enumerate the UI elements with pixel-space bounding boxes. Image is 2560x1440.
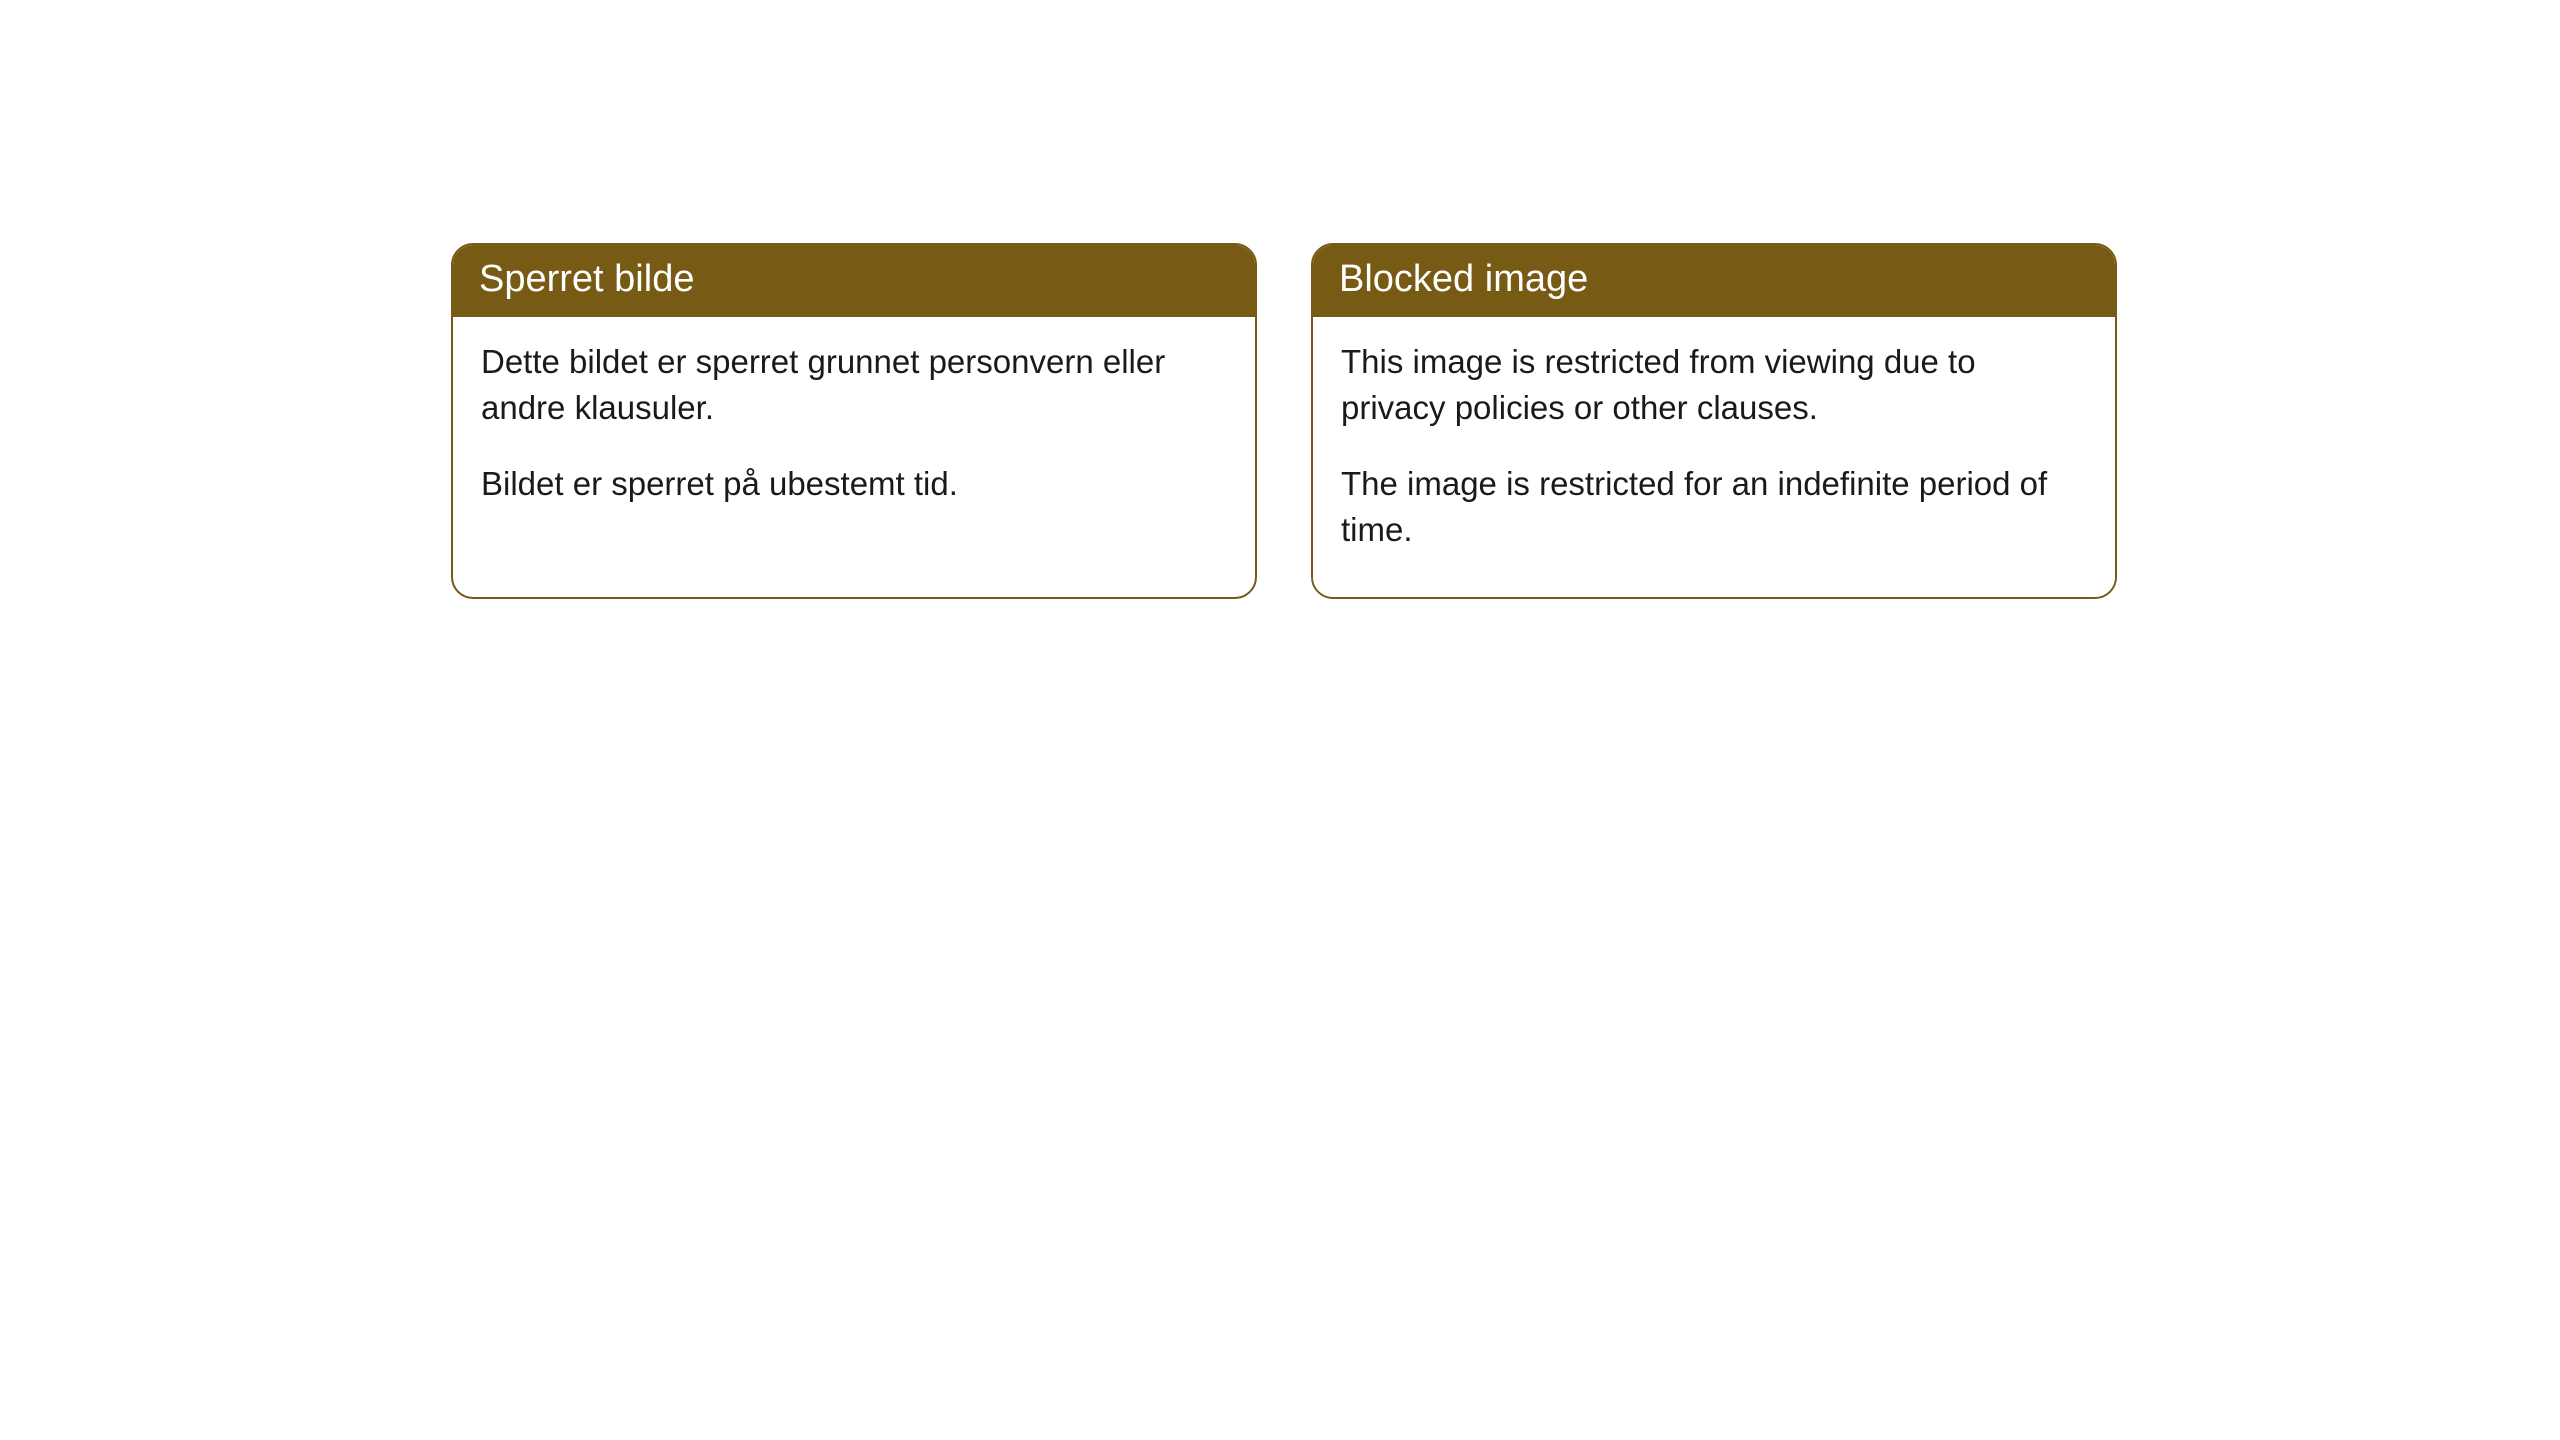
notice-container: Sperret bilde Dette bildet er sperret gr…	[451, 243, 2117, 599]
notice-paragraph: Dette bildet er sperret grunnet personve…	[481, 339, 1227, 431]
card-header: Sperret bilde	[453, 245, 1255, 317]
card-body: Dette bildet er sperret grunnet personve…	[453, 317, 1255, 552]
card-body: This image is restricted from viewing du…	[1313, 317, 2115, 598]
notice-paragraph: Bildet er sperret på ubestemt tid.	[481, 461, 1227, 507]
card-header: Blocked image	[1313, 245, 2115, 317]
notice-paragraph: This image is restricted from viewing du…	[1341, 339, 2087, 431]
notice-paragraph: The image is restricted for an indefinit…	[1341, 461, 2087, 553]
notice-card-norwegian: Sperret bilde Dette bildet er sperret gr…	[451, 243, 1257, 599]
notice-card-english: Blocked image This image is restricted f…	[1311, 243, 2117, 599]
